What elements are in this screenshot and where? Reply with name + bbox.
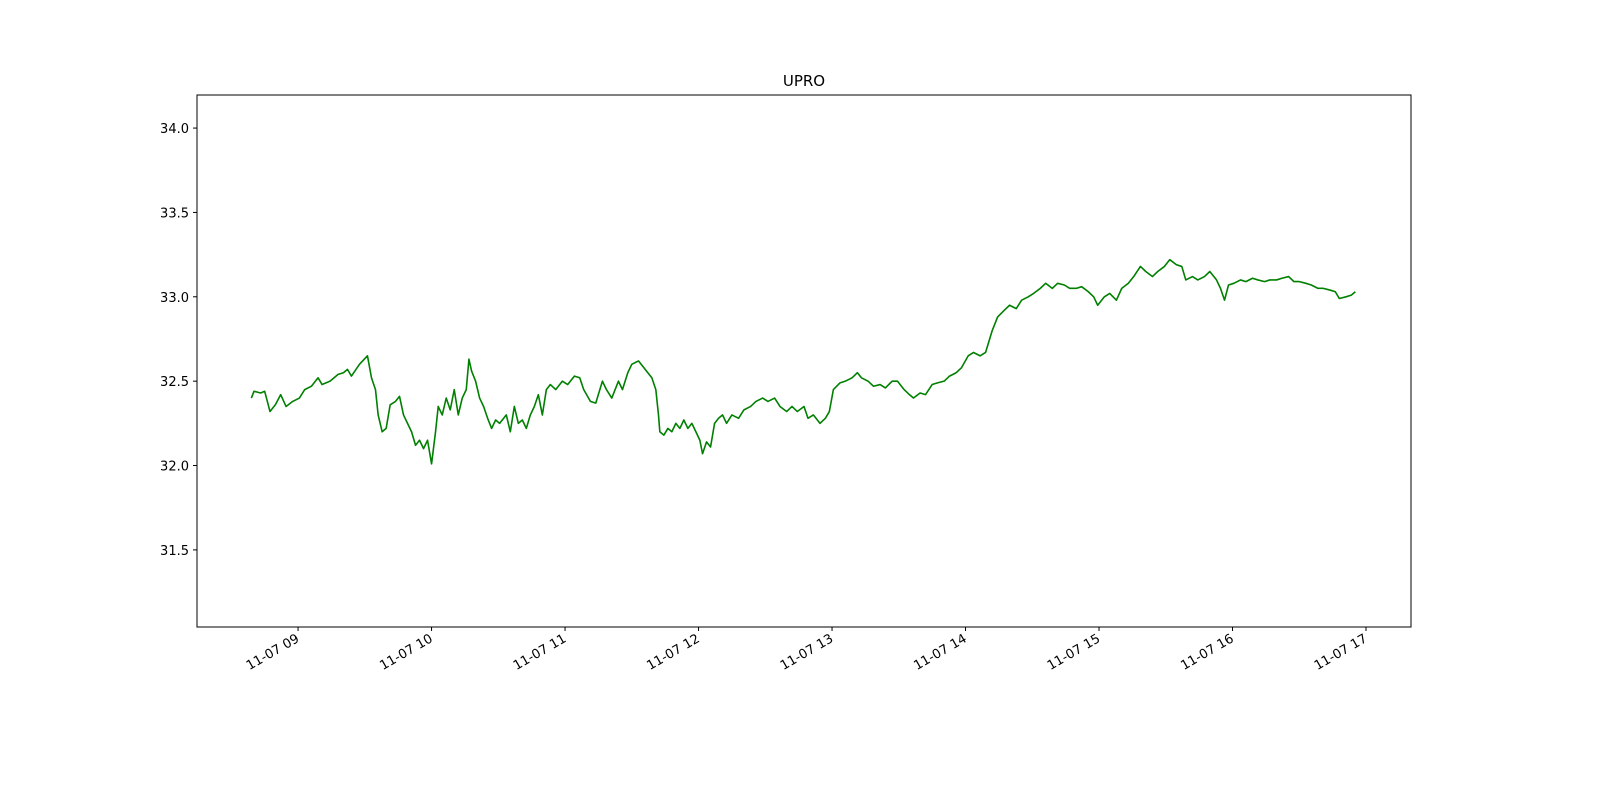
y-tick-label: 33.0 [160,291,189,306]
y-tick-label: 32.0 [160,460,189,475]
x-tick-label: 11-07 15 [1045,631,1103,673]
chart-title: UPRO [783,72,825,90]
y-tick-label: 34.0 [160,122,189,137]
y-tick-label: 33.5 [160,206,189,221]
x-tick-label: 11-07 17 [1312,631,1370,673]
x-tick-label: 11-07 14 [911,631,969,673]
y-tick-label: 31.5 [160,544,189,559]
y-tick-label: 32.5 [160,375,189,390]
x-tick-label: 11-07 09 [244,631,302,673]
x-tick-label: 11-07 11 [511,631,569,673]
x-tick-label: 11-07 10 [377,631,435,673]
x-tick-label: 11-07 16 [1178,631,1236,673]
plot-frame [196,94,1412,628]
price-line [250,258,1356,465]
x-tick-label: 11-07 12 [644,631,702,673]
x-tick-label: 11-07 13 [778,631,836,673]
